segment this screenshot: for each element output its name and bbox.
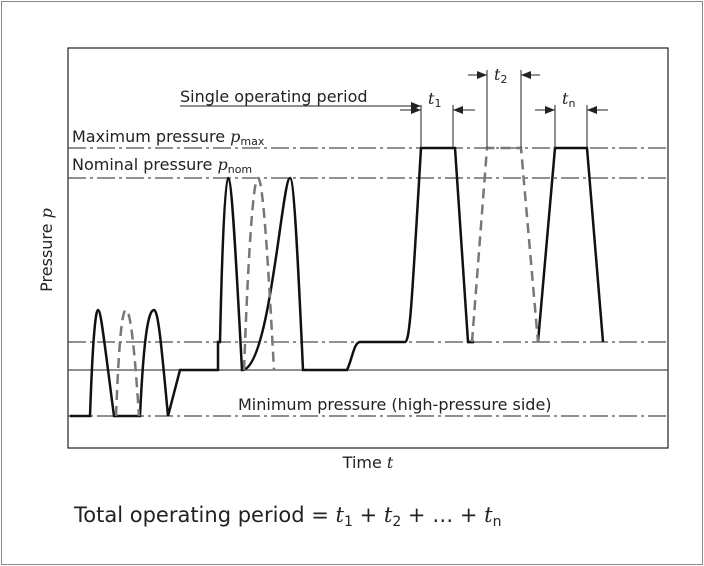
x-axis-label: Time t	[342, 453, 394, 472]
text-part: nom	[228, 163, 252, 176]
text-part: t	[336, 503, 345, 527]
text-part: …	[432, 503, 453, 527]
dashed-curve	[470, 146, 540, 343]
dashed-curve	[242, 176, 276, 371]
text-part: t	[387, 453, 394, 472]
text-part: n	[568, 97, 575, 110]
text-part: 2	[392, 514, 401, 530]
max-label: Maximum pressure pmax	[72, 127, 265, 148]
text-part: Total operating period =	[73, 503, 336, 527]
tn-label: tn	[562, 89, 575, 110]
text-part: 1	[434, 97, 441, 110]
nom-label: Nominal pressure pnom	[72, 155, 252, 176]
text-part: 2	[500, 73, 507, 86]
text-part: +	[353, 503, 384, 527]
dashed-curve	[114, 308, 141, 417]
period-markers	[180, 70, 608, 148]
level-lines	[68, 147, 668, 417]
text-part: t	[562, 89, 569, 108]
text-part: n	[493, 514, 502, 530]
plot-area	[67, 47, 669, 449]
single-period-label: Single operating period	[180, 87, 368, 106]
text-part: 1	[344, 514, 353, 530]
text-part: Time	[342, 453, 382, 472]
text-part: Nominal pressure	[72, 155, 212, 174]
formula: Total operating period = t1 + t2 + … + t…	[73, 503, 501, 530]
t1-label: t1	[428, 89, 441, 110]
text-part: max	[240, 135, 264, 148]
pressure-curve	[70, 146, 605, 418]
t2-label: t2	[494, 65, 507, 86]
text-part: +	[453, 503, 484, 527]
text-part: Maximum pressure	[72, 127, 225, 146]
y-axis-label: Pressure p	[37, 208, 56, 292]
text-part: t	[484, 503, 493, 527]
min-label: Minimum pressure (high-pressure side)	[238, 395, 552, 414]
text-part: t	[494, 65, 501, 84]
text-part: p	[217, 155, 227, 174]
text-part: p	[37, 208, 56, 218]
text-part: Pressure	[37, 224, 56, 292]
text-part: p	[230, 127, 240, 146]
text-part: +	[401, 503, 432, 527]
text-part: t	[428, 89, 435, 108]
text-part: t	[384, 503, 393, 527]
curves	[70, 146, 605, 418]
